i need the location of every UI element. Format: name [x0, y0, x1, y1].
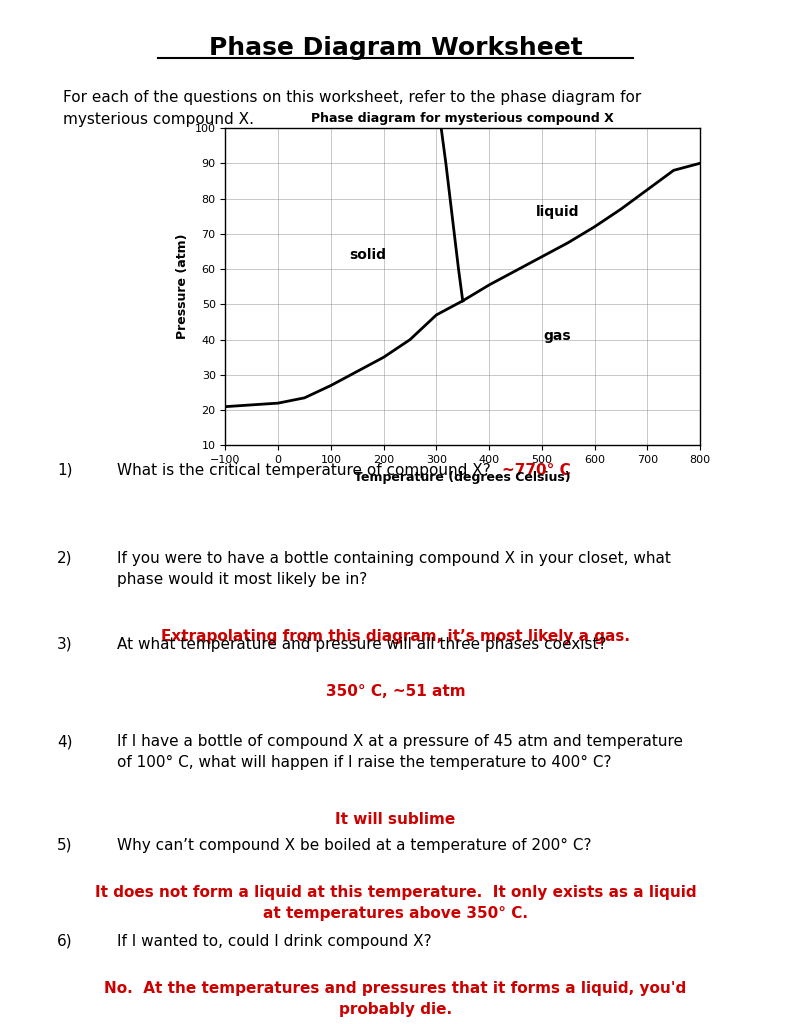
Text: What is the critical temperature of compound X?: What is the critical temperature of comp…	[117, 463, 501, 478]
X-axis label: Temperature (degrees Celsius): Temperature (degrees Celsius)	[354, 471, 571, 483]
Text: If I wanted to, could I drink compound X?: If I wanted to, could I drink compound X…	[117, 934, 432, 949]
Text: At what temperature and pressure will all three phases coexist?: At what temperature and pressure will al…	[117, 637, 607, 652]
Text: It will sublime: It will sublime	[335, 812, 456, 827]
Text: gas: gas	[544, 329, 571, 343]
Text: 4): 4)	[57, 734, 73, 750]
Text: Extrapolating from this diagram, it’s most likely a gas.: Extrapolating from this diagram, it’s mo…	[161, 629, 630, 644]
Text: If I have a bottle of compound X at a pressure of 45 atm and temperature
of 100°: If I have a bottle of compound X at a pr…	[117, 734, 683, 770]
Text: Why can’t compound X be boiled at a temperature of 200° C?: Why can’t compound X be boiled at a temp…	[117, 838, 592, 853]
Text: ~770° C: ~770° C	[502, 463, 571, 478]
Text: Phase Diagram Worksheet: Phase Diagram Worksheet	[209, 36, 582, 59]
Text: 1): 1)	[57, 463, 73, 478]
Text: No.  At the temperatures and pressures that it forms a liquid, you'd
probably di: No. At the temperatures and pressures th…	[104, 981, 687, 1017]
Text: liquid: liquid	[536, 205, 579, 219]
Text: 350° C, ~51 atm: 350° C, ~51 atm	[326, 684, 465, 699]
Text: 3): 3)	[57, 637, 73, 652]
Text: 2): 2)	[57, 551, 73, 566]
Y-axis label: Pressure (atm): Pressure (atm)	[176, 233, 189, 340]
Title: Phase diagram for mysterious compound X: Phase diagram for mysterious compound X	[312, 113, 614, 126]
Text: solid: solid	[350, 248, 386, 261]
Text: 6): 6)	[57, 934, 73, 949]
Text: It does not form a liquid at this temperature.  It only exists as a liquid
at te: It does not form a liquid at this temper…	[95, 885, 696, 921]
Text: If you were to have a bottle containing compound X in your closet, what
phase wo: If you were to have a bottle containing …	[117, 551, 671, 587]
Text: For each of the questions on this worksheet, refer to the phase diagram for
myst: For each of the questions on this worksh…	[63, 90, 642, 127]
Text: 5): 5)	[57, 838, 73, 853]
